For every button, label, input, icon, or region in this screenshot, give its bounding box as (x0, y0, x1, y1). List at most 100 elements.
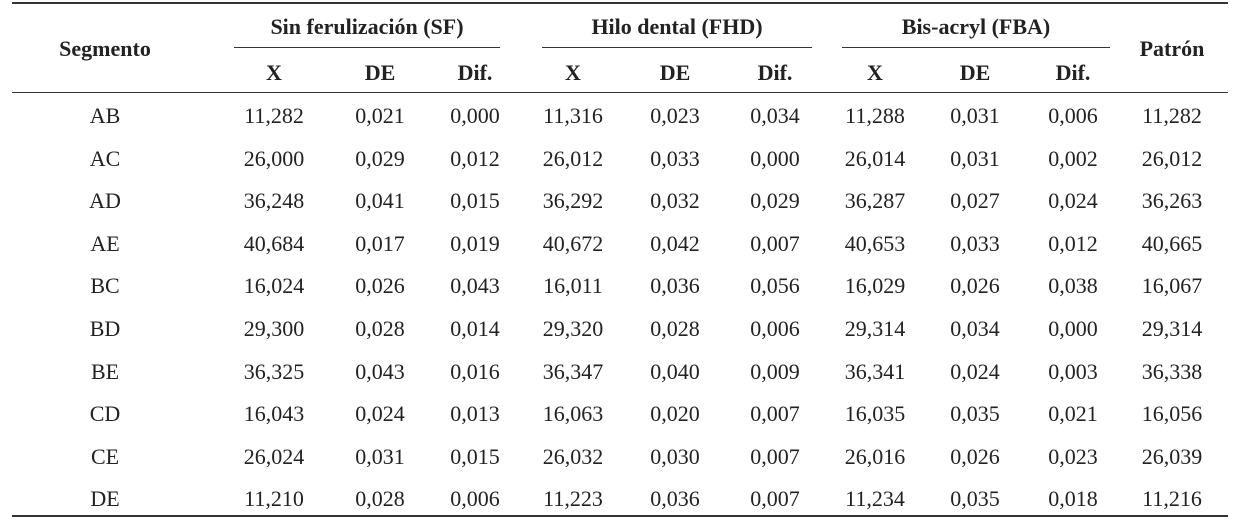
fba-dif-cell: 0,003 (1048, 358, 1098, 384)
table-bottom-rule (12, 515, 1228, 517)
fba-de-cell: 0,027 (950, 188, 1000, 214)
reference-cell: 11,216 (1142, 486, 1202, 512)
fhd-dif-cell: 0,056 (750, 273, 800, 299)
fba-dif-cell: 0,024 (1048, 188, 1098, 214)
fba-dif-cell: 0,038 (1048, 273, 1098, 299)
fhd-de-cell: 0,033 (650, 145, 700, 171)
sf-x-cell: 36,325 (243, 358, 305, 384)
segment-cell: BC (90, 273, 120, 299)
sf-de-cell: 0,031 (355, 443, 405, 469)
fhd-x-cell: 11,316 (543, 103, 603, 128)
fba-x-cell: 40,653 (844, 230, 906, 256)
sf-dif-cell: 0,000 (450, 103, 500, 128)
column-header-de: DE (659, 60, 691, 85)
segment-cell: DE (90, 486, 120, 512)
fhd-dif-cell: 0,007 (750, 230, 800, 256)
fba-de-cell: 0,031 (950, 103, 1000, 128)
fhd-dif-cell: 0,007 (750, 486, 800, 512)
fhd-x-cell: 16,011 (543, 273, 603, 299)
fba-dif-cell: 0,021 (1048, 401, 1098, 427)
column-header-x: X (565, 60, 581, 85)
fhd-dif-cell: 0,009 (750, 358, 800, 384)
fhd-dif-cell: 0,007 (750, 401, 800, 427)
fhd-x-cell: 11,223 (543, 486, 603, 512)
fhd-de-cell: 0,028 (650, 316, 700, 341)
fba-dif-cell: 0,000 (1048, 316, 1098, 341)
group-rule-fhd (542, 47, 812, 48)
fba-x-cell: 16,029 (844, 273, 906, 299)
fba-de-cell: 0,033 (950, 230, 1000, 256)
column-header-dif: Dif. (1055, 60, 1091, 85)
group-rule-fba (842, 47, 1110, 48)
sf-de-cell: 0,028 (355, 316, 405, 341)
fba-dif-cell: 0,018 (1048, 486, 1098, 512)
sf-de-cell: 0,028 (355, 486, 405, 512)
sf-dif-cell: 0,013 (450, 401, 500, 427)
sf-x-cell: 29,300 (243, 316, 305, 341)
table-top-rule (12, 2, 1228, 4)
group-header-fba: Bis-acryl (FBA) (901, 14, 1051, 39)
sf-de-cell: 0,041 (355, 188, 405, 214)
sf-dif-cell: 0,019 (450, 230, 500, 256)
reference-cell: 26,039 (1141, 443, 1203, 469)
fhd-de-cell: 0,030 (650, 443, 700, 469)
fba-x-cell: 26,014 (844, 145, 906, 171)
fba-de-cell: 0,026 (950, 443, 1000, 469)
fhd-x-cell: 26,012 (542, 145, 604, 171)
fhd-x-cell: 26,032 (542, 443, 604, 469)
reference-cell: 16,056 (1141, 401, 1203, 427)
fhd-x-cell: 36,347 (542, 358, 604, 384)
reference-cell: 40,665 (1141, 230, 1203, 256)
segment-cell: AB (89, 103, 121, 128)
sf-dif-cell: 0,015 (450, 188, 500, 214)
table-header-rule (12, 92, 1228, 93)
segment-cell: CE (90, 443, 120, 469)
sf-x-cell: 11,210 (244, 486, 304, 512)
column-header-x: X (867, 60, 883, 85)
column-header-de: DE (364, 60, 396, 85)
sf-dif-cell: 0,014 (450, 316, 500, 341)
sf-x-cell: 16,043 (243, 401, 305, 427)
sf-dif-cell: 0,016 (450, 358, 500, 384)
fba-x-cell: 36,341 (844, 358, 906, 384)
reference-column-header: Patrón (1139, 36, 1205, 61)
reference-cell: 16,067 (1141, 273, 1203, 299)
fhd-de-cell: 0,040 (650, 358, 700, 384)
fhd-x-cell: 29,320 (542, 316, 604, 341)
fhd-de-cell: 0,036 (650, 486, 700, 512)
segment-cell: AD (89, 188, 121, 214)
reference-cell: 29,314 (1141, 316, 1203, 341)
fhd-de-cell: 0,023 (650, 103, 700, 128)
fhd-de-cell: 0,036 (650, 273, 700, 299)
fhd-dif-cell: 0,000 (750, 145, 800, 171)
sf-x-cell: 36,248 (243, 188, 305, 214)
segment-cell: AC (89, 145, 121, 171)
sf-dif-cell: 0,015 (450, 443, 500, 469)
sf-de-cell: 0,043 (355, 358, 405, 384)
segment-cell: BE (90, 358, 120, 384)
sf-de-cell: 0,029 (355, 145, 405, 171)
reference-cell: 36,263 (1141, 188, 1203, 214)
fba-x-cell: 11,288 (845, 103, 905, 128)
sf-de-cell: 0,017 (355, 230, 405, 256)
fhd-de-cell: 0,032 (650, 188, 700, 214)
reference-cell: 36,338 (1141, 358, 1203, 384)
fhd-x-cell: 16,063 (542, 401, 604, 427)
fhd-x-cell: 36,292 (542, 188, 604, 214)
segment-column-header: Segmento (59, 36, 151, 61)
fba-x-cell: 26,016 (844, 443, 906, 469)
column-header-dif: Dif. (757, 60, 793, 85)
fhd-de-cell: 0,042 (650, 230, 700, 256)
fhd-de-cell: 0,020 (650, 401, 700, 427)
sf-dif-cell: 0,012 (450, 145, 500, 171)
group-header-sf: Sin ferulización (SF) (270, 14, 464, 39)
fba-dif-cell: 0,002 (1048, 145, 1098, 171)
sf-x-cell: 26,000 (243, 145, 305, 171)
fba-x-cell: 16,035 (844, 401, 906, 427)
sf-de-cell: 0,024 (355, 401, 405, 427)
fba-dif-cell: 0,012 (1048, 230, 1098, 256)
reference-cell: 11,282 (1142, 103, 1202, 128)
sf-dif-cell: 0,006 (450, 486, 500, 512)
segment-cell: BD (89, 316, 121, 341)
fhd-x-cell: 40,672 (542, 230, 604, 256)
